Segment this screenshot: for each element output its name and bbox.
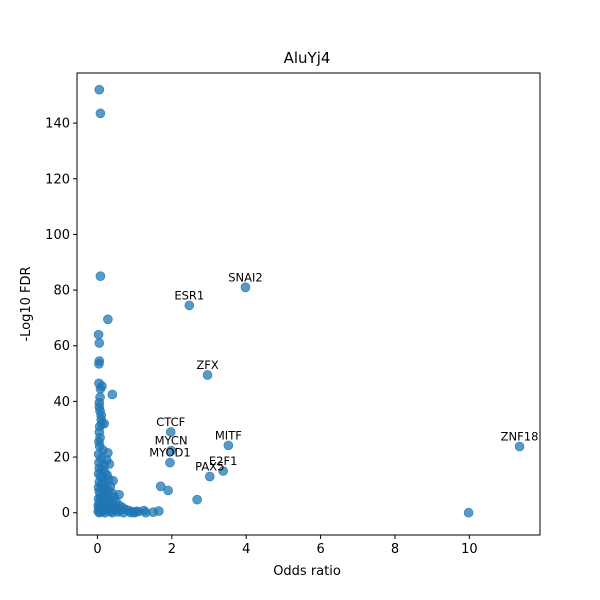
data-point — [94, 84, 105, 95]
data-point — [240, 282, 251, 293]
point-annotation: SNAI2 — [228, 270, 262, 284]
x-tick-label: 2 — [168, 542, 176, 557]
point-annotation: MYOD1 — [149, 446, 191, 460]
y-tick-label: 140 — [45, 117, 70, 132]
data-point — [165, 457, 175, 468]
data-point — [154, 506, 164, 516]
data-point — [192, 494, 202, 505]
data-point — [93, 329, 104, 340]
point-annotation: ESR1 — [174, 288, 204, 302]
data-point — [223, 440, 234, 451]
y-tick-label: 20 — [53, 451, 70, 466]
data-point — [166, 445, 176, 456]
y-tick-label: 40 — [53, 395, 70, 410]
point-annotation: ZFX — [196, 358, 218, 372]
data-point — [463, 507, 474, 518]
y-tick-label: 60 — [53, 339, 70, 354]
y-tick-label: 0 — [62, 506, 70, 521]
y-tick-label: 120 — [45, 172, 70, 187]
data-point — [107, 389, 118, 400]
point-annotation: ZNF18 — [501, 429, 539, 443]
data-point — [94, 359, 104, 369]
data-point — [131, 506, 142, 517]
y-axis-label: -Log10 FDR — [19, 266, 34, 341]
data-point — [184, 300, 195, 311]
x-tick-label: 10 — [461, 542, 478, 557]
plot-area-frame — [76, 72, 541, 536]
y-tick-label: 80 — [53, 284, 70, 299]
y-tick-label: 100 — [45, 228, 70, 243]
point-annotation: CTCF — [156, 415, 185, 429]
data-point — [95, 108, 106, 119]
data-points — [93, 84, 525, 518]
data-point — [163, 485, 173, 496]
x-tick-label: 4 — [242, 542, 250, 557]
data-point — [95, 384, 106, 394]
data-point — [514, 441, 525, 452]
point-annotation: PAX5 — [195, 460, 224, 474]
x-axis-label: Odds ratio — [273, 564, 341, 579]
point-annotation: E2F1 — [209, 454, 238, 468]
x-tick-label: 8 — [391, 542, 399, 557]
data-point — [95, 271, 106, 281]
data-point — [155, 481, 166, 492]
data-point — [218, 466, 228, 476]
x-tick-label: 0 — [93, 542, 101, 557]
data-point — [94, 338, 105, 348]
data-point — [104, 459, 115, 469]
point-annotation: MITF — [215, 428, 242, 442]
data-point — [204, 471, 215, 482]
x-tick-label: 6 — [316, 542, 324, 557]
data-point — [103, 314, 113, 325]
chart-title: AluYj4 — [284, 49, 331, 67]
point-annotation: MYCN — [155, 434, 188, 448]
data-point — [165, 427, 176, 437]
data-point — [107, 507, 118, 518]
data-point — [202, 370, 213, 380]
